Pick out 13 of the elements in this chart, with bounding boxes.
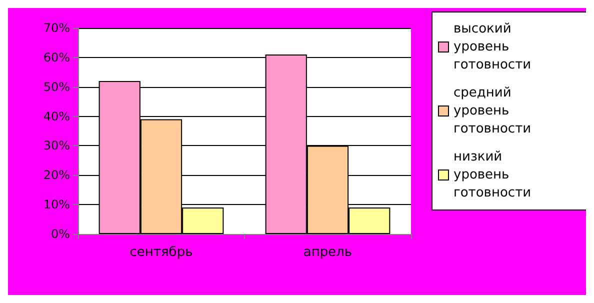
y-tick-label: 10%: [43, 198, 70, 212]
y-tick-label: 30%: [43, 138, 70, 153]
y-tick-label: 60%: [43, 50, 70, 64]
y-tick-label: 40%: [43, 109, 70, 124]
y-tick-label: 70%: [43, 21, 70, 35]
y-tick-label: 0%: [50, 227, 70, 241]
legend-label: средний уровень готовности: [454, 86, 532, 136]
x-tick-label: сентябрь: [130, 245, 193, 260]
legend-label: высокий уровень готовности: [454, 22, 532, 72]
legend-label: низкий уровень готовности: [454, 150, 532, 200]
y-tick-label: 20%: [43, 168, 70, 182]
y-tick-label: 50%: [43, 80, 70, 94]
x-tick-label: апрель: [303, 245, 352, 260]
